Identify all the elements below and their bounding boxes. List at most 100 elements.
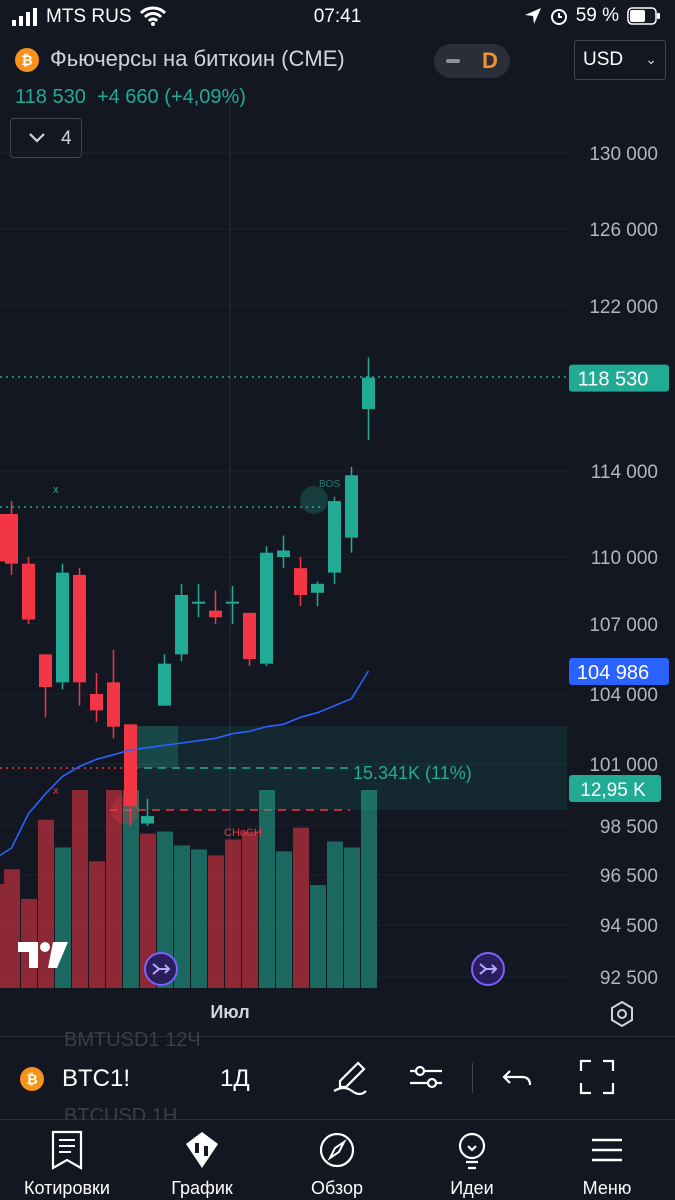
price-badges: 118 530 104 986 12,95 K — [569, 364, 669, 802]
volume-bar — [276, 851, 292, 988]
ma-line — [0, 670, 370, 857]
volume-bar — [293, 827, 309, 988]
currency-select[interactable]: USD ⌄ — [574, 40, 666, 80]
clock-time: 07:41 — [313, 6, 362, 27]
candle-body — [39, 654, 52, 687]
volume-bar — [174, 845, 190, 988]
candle-body — [311, 583, 324, 593]
bos-marker — [300, 486, 328, 514]
candle-body — [5, 514, 18, 564]
choch-label: CHoCH — [224, 827, 262, 839]
candle-body — [22, 563, 35, 620]
lightbulb-icon — [458, 1132, 486, 1170]
candle-body — [107, 682, 120, 727]
price-axis-label: 130 000 — [589, 144, 658, 165]
volume-bar — [208, 855, 224, 988]
candle-body — [209, 610, 222, 618]
volume-bar — [140, 833, 156, 988]
indicators-count: 4 — [61, 128, 72, 149]
volume-bar — [225, 839, 241, 988]
price-axis-label: 110 000 — [591, 548, 658, 569]
price-axis-label: 104 000 — [589, 685, 658, 706]
toolbar-separator — [472, 1063, 473, 1093]
compass-icon — [319, 1132, 355, 1168]
status-bar: MTS RUS 07:41 59 % — [0, 0, 675, 34]
menu-icon — [592, 1138, 622, 1162]
bitcoin-icon: ₿ — [15, 48, 39, 72]
candle-body — [90, 694, 103, 711]
alarm-icon — [550, 9, 567, 25]
interval-badge[interactable]: D — [434, 44, 510, 78]
volume-bar — [191, 849, 207, 988]
candle-body — [56, 572, 69, 683]
ghost-symbol-top: BMTUSD1 12Ч — [64, 1029, 201, 1051]
candle-body — [73, 574, 86, 683]
minus-icon — [446, 59, 460, 63]
choch-marker — [111, 796, 139, 824]
jump-arrow-icon[interactable] — [144, 952, 178, 986]
carrier-name: MTS RUS — [46, 6, 132, 27]
currency-label: USD — [583, 49, 624, 70]
volume-bar — [344, 847, 360, 988]
volume-bar — [123, 790, 139, 988]
candle-body — [328, 501, 341, 573]
chevron-down-icon: ⌄ — [645, 51, 657, 67]
candle-body — [124, 724, 137, 807]
tab-ideas[interactable]: Идеи — [417, 1120, 527, 1200]
symbol-button[interactable]: BTC1! — [62, 1065, 131, 1092]
candle-body — [226, 601, 239, 604]
drawing-pen-icon[interactable] — [330, 1057, 370, 1097]
signal-icon — [12, 8, 37, 26]
battery-percent: 59 % — [575, 5, 619, 26]
tab-chart[interactable]: График — [147, 1120, 257, 1200]
price-axis-label: 126 000 — [589, 220, 658, 241]
jump-arrow-icon[interactable] — [471, 952, 505, 986]
candle-body — [277, 550, 290, 557]
bottom-tab-bar: Котировки График Обзор Идеи Меню — [0, 1120, 675, 1200]
candle-body — [362, 377, 375, 410]
current-price: 118 530 — [15, 86, 86, 108]
watchlist-icon — [51, 1130, 83, 1170]
chart-toolbar: BMTUSD1 12Ч BTCUSD 1H ₿ BTC1! 1Д — [0, 1029, 675, 1127]
volume-bar — [89, 861, 105, 988]
last-price-badge — [569, 364, 669, 392]
ma-value-badge-text: 104 986 — [577, 662, 649, 684]
price-axis-label: 114 000 — [591, 462, 658, 483]
tab-watchlist[interactable]: Котировки — [12, 1120, 122, 1200]
ma-value-badge — [569, 657, 669, 685]
range-zone — [130, 726, 567, 810]
candle-body — [158, 663, 171, 706]
price-axis-label: 122 000 — [589, 297, 658, 318]
undo-icon[interactable] — [498, 1057, 538, 1097]
volume-badge — [569, 775, 661, 802]
tab-label: Идеи — [450, 1178, 494, 1198]
interval-button[interactable]: 1Д — [220, 1065, 250, 1092]
last-price-badge-text: 118 530 — [578, 369, 649, 391]
x-marker: x — [53, 785, 59, 797]
price-axis-label: 98 500 — [600, 817, 658, 838]
tab-label: Котировки — [24, 1178, 110, 1198]
battery-icon — [627, 7, 660, 25]
tab-label: Обзор — [311, 1178, 363, 1198]
tab-menu[interactable]: Меню — [552, 1120, 662, 1200]
price-axis-label: 94 500 — [600, 916, 658, 937]
fullscreen-icon[interactable] — [577, 1057, 617, 1097]
tradingview-logo — [16, 938, 72, 972]
candle-body — [175, 594, 188, 655]
chart-settings-icon[interactable] — [606, 998, 638, 1030]
annotations: 15.341K (11%) CHoCH BOS x x — [53, 479, 472, 839]
price-axis-label: 92 500 — [600, 968, 658, 989]
location-icon — [524, 8, 541, 24]
candles — [0, 357, 375, 826]
indicators-toggle[interactable]: 4 — [10, 118, 82, 158]
interval-badge-label: D — [482, 48, 498, 73]
volume-bar — [259, 790, 275, 988]
indicator-settings-icon[interactable] — [406, 1057, 446, 1097]
tab-label: Меню — [582, 1178, 632, 1198]
tab-overview[interactable]: Обзор — [282, 1120, 392, 1200]
volume-bar — [72, 790, 88, 988]
volume-bar — [361, 790, 377, 988]
symbol-title[interactable]: Фьючерсы на биткоин (CME) — [50, 46, 345, 71]
price-chart[interactable]: 15.341K (11%) CHoCH BOS x x 130 000 126 000 12… — [0, 100, 675, 1040]
candle-body — [294, 568, 307, 595]
